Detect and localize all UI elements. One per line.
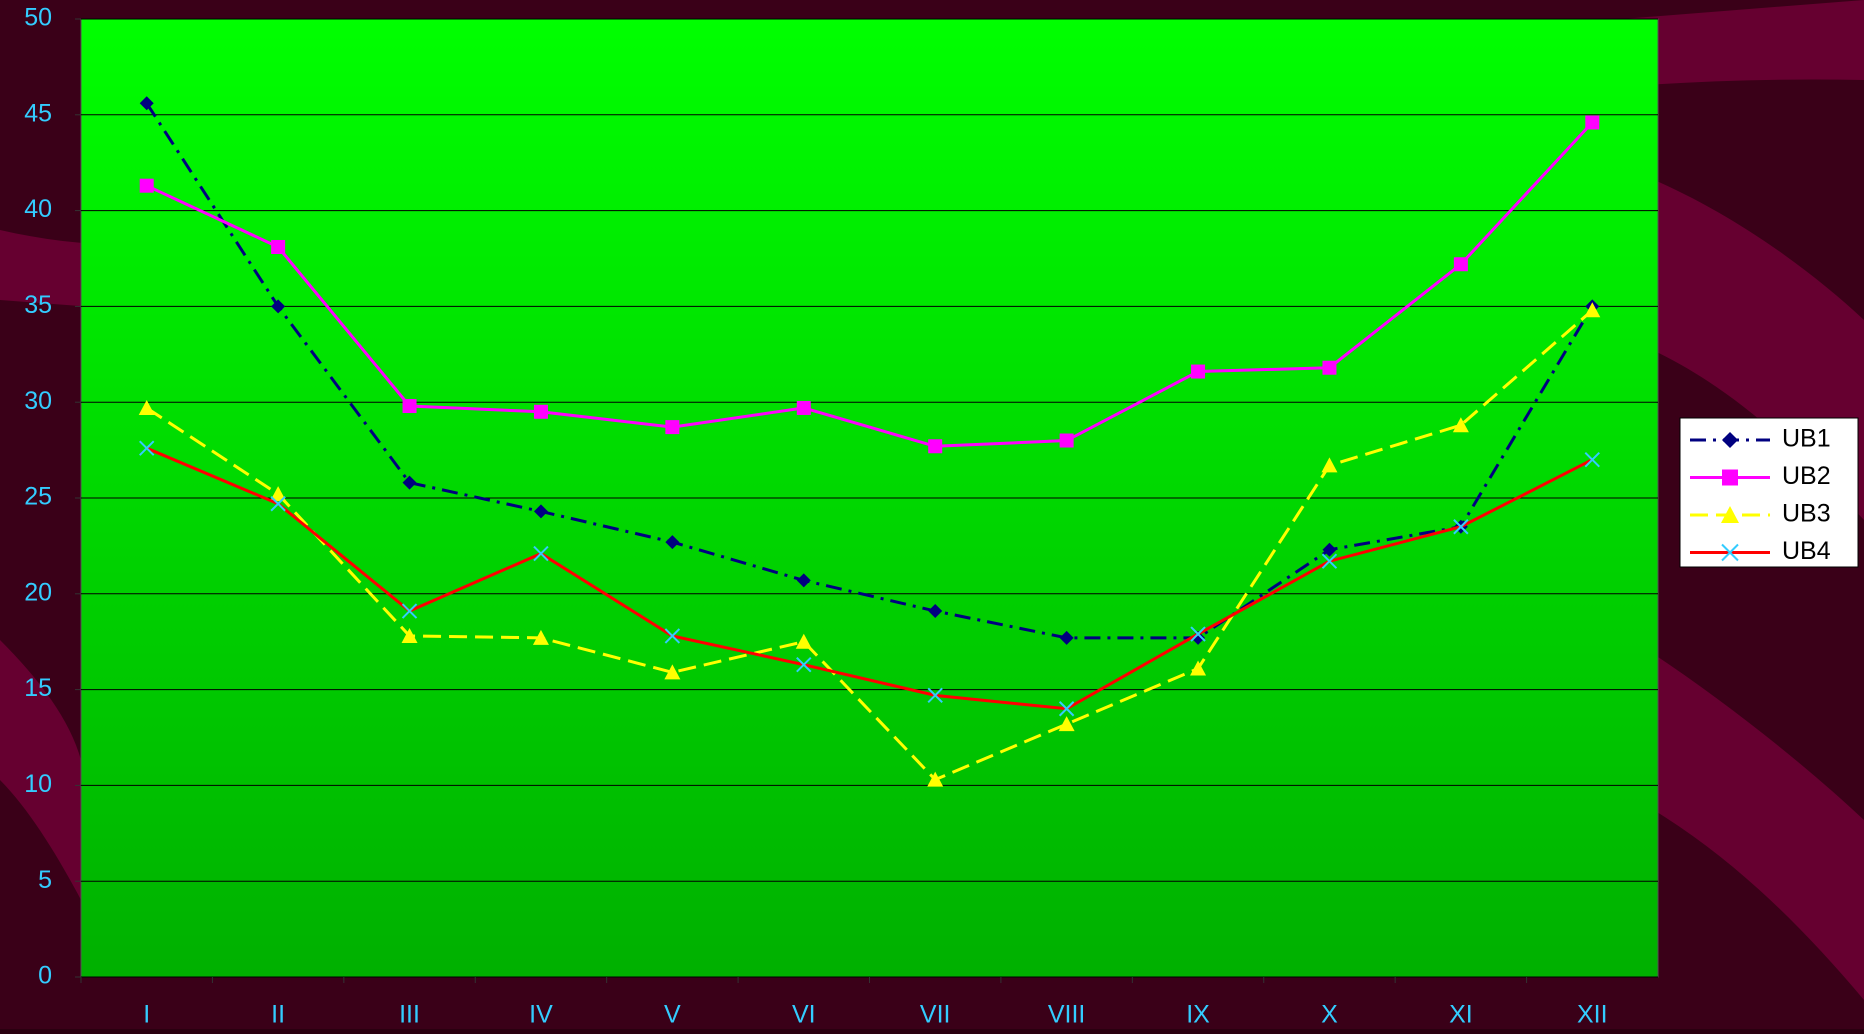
marker <box>795 633 812 649</box>
marker <box>665 535 680 550</box>
marker <box>401 627 418 643</box>
marker <box>1190 626 1206 642</box>
legend-label: UB4 <box>1782 537 1831 565</box>
x-tick-label: XI <box>1449 1001 1473 1029</box>
marker <box>664 628 681 644</box>
x-tick-label: I <box>143 1001 150 1029</box>
x-tick-label: X <box>1321 1001 1338 1029</box>
marker <box>1058 701 1075 717</box>
y-tick-label: 30 <box>24 387 52 415</box>
marker <box>532 629 549 645</box>
marker <box>1322 542 1337 557</box>
background-wave <box>1600 620 1864 1000</box>
marker <box>1585 115 1600 130</box>
y-tick-label: 20 <box>24 578 52 606</box>
marker <box>402 475 417 490</box>
y-tick-label: 15 <box>24 674 52 702</box>
y-tick-label: 50 <box>24 4 52 32</box>
marker <box>533 504 548 519</box>
marker <box>271 240 286 255</box>
marker <box>664 664 681 680</box>
marker <box>1453 519 1469 535</box>
marker <box>796 656 812 673</box>
x-tick-label: V <box>664 1001 681 1029</box>
x-tick-label: IX <box>1186 1001 1210 1029</box>
y-tick-label: 35 <box>24 291 52 319</box>
marker <box>1453 257 1468 272</box>
x-tick-label: II <box>271 1001 285 1029</box>
marker <box>401 603 418 619</box>
marker <box>1190 660 1207 676</box>
background-wave <box>0 640 81 900</box>
x-tick-label: IV <box>529 1001 553 1029</box>
marker <box>1322 360 1337 375</box>
marker <box>138 399 155 415</box>
y-tick-label: 10 <box>24 770 52 798</box>
y-tick-label: 0 <box>38 962 52 990</box>
marker <box>796 400 811 415</box>
x-tick-label: VIII <box>1048 1001 1086 1029</box>
y-tick-label: 25 <box>24 483 52 511</box>
marker <box>1059 630 1074 645</box>
legend <box>1679 417 1859 568</box>
x-tick-label: VI <box>792 1001 816 1029</box>
marker <box>1452 417 1469 433</box>
marker <box>927 771 944 787</box>
marker <box>1722 469 1738 486</box>
marker <box>1721 506 1739 523</box>
marker <box>1722 432 1738 448</box>
legend-label: UB1 <box>1782 425 1831 453</box>
marker <box>270 486 287 502</box>
series-line <box>145 309 1594 782</box>
marker <box>402 399 417 414</box>
marker <box>139 96 154 111</box>
series-line <box>145 102 1594 640</box>
x-tick-label: XII <box>1577 1001 1608 1029</box>
x-tick-label: III <box>399 1001 420 1029</box>
marker <box>1191 364 1206 379</box>
legend-label: UB3 <box>1782 500 1831 528</box>
series-line <box>146 121 1594 448</box>
marker <box>665 420 680 435</box>
marker <box>1721 543 1739 562</box>
series-line <box>146 446 1593 711</box>
marker <box>1584 302 1601 318</box>
marker <box>928 439 943 454</box>
marker <box>796 573 811 588</box>
x-tick-label: VII <box>920 1001 951 1029</box>
marker <box>139 440 155 456</box>
marker <box>927 687 943 704</box>
y-tick-label: 40 <box>24 195 52 223</box>
marker <box>1059 433 1074 448</box>
marker <box>533 404 548 419</box>
marker <box>533 545 549 562</box>
marker <box>1584 451 1600 468</box>
marker <box>928 604 943 619</box>
marker <box>1058 716 1075 732</box>
y-tick-label: 45 <box>24 99 52 127</box>
y-tick-label: 5 <box>38 866 52 894</box>
marker <box>271 299 286 314</box>
marker <box>139 178 154 193</box>
legend-label: UB2 <box>1782 462 1831 490</box>
marker <box>270 496 286 512</box>
marker <box>1321 553 1338 569</box>
marker <box>1321 457 1338 473</box>
